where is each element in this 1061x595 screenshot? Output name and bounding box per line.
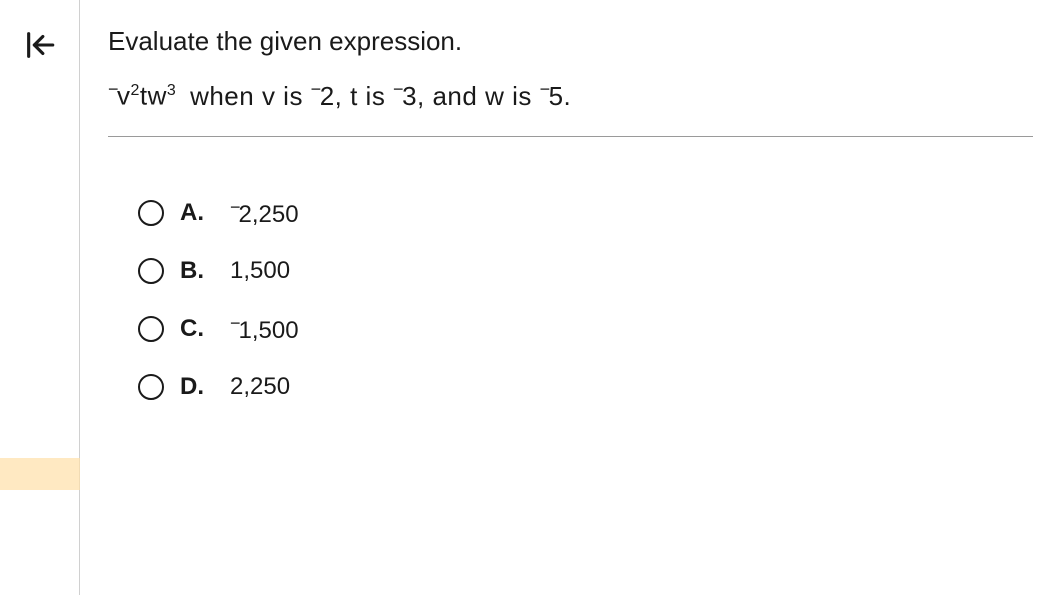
question-expression: −v2tw3 when v is −2, t is −3, and w is −…: [108, 79, 1033, 112]
question-block: Evaluate the given expression. −v2tw3 wh…: [80, 0, 1061, 136]
left-nav-bar: [0, 0, 80, 595]
collapse-left-icon: [23, 28, 57, 62]
radio-icon: [138, 374, 164, 400]
option-letter: C.: [180, 315, 212, 343]
answers-block: A. −2,250 B. 1,500 C. −1,500 D. 2,250: [80, 137, 1061, 449]
radio-icon: [138, 258, 164, 284]
option-letter: A.: [180, 199, 212, 227]
option-b[interactable]: B. 1,500: [138, 257, 1021, 285]
option-text: −2,250: [230, 197, 299, 229]
sidebar-progress-highlight: [0, 458, 80, 490]
page-root: Evaluate the given expression. −v2tw3 wh…: [0, 0, 1061, 595]
option-d[interactable]: D. 2,250: [138, 373, 1021, 401]
math-expression: −v2tw3: [108, 79, 176, 112]
option-text: 1,500: [230, 257, 290, 285]
expression-condition: when v is −2, t is −3, and w is −5.: [190, 81, 571, 111]
question-prompt: Evaluate the given expression.: [108, 26, 1033, 57]
content-area: Evaluate the given expression. −v2tw3 wh…: [80, 0, 1061, 595]
radio-icon: [138, 316, 164, 342]
option-c[interactable]: C. −1,500: [138, 313, 1021, 345]
radio-icon: [138, 200, 164, 226]
option-letter: B.: [180, 257, 212, 285]
collapse-button[interactable]: [23, 28, 57, 67]
option-text: −1,500: [230, 313, 299, 345]
option-text: 2,250: [230, 373, 290, 401]
option-letter: D.: [180, 373, 212, 401]
option-a[interactable]: A. −2,250: [138, 197, 1021, 229]
